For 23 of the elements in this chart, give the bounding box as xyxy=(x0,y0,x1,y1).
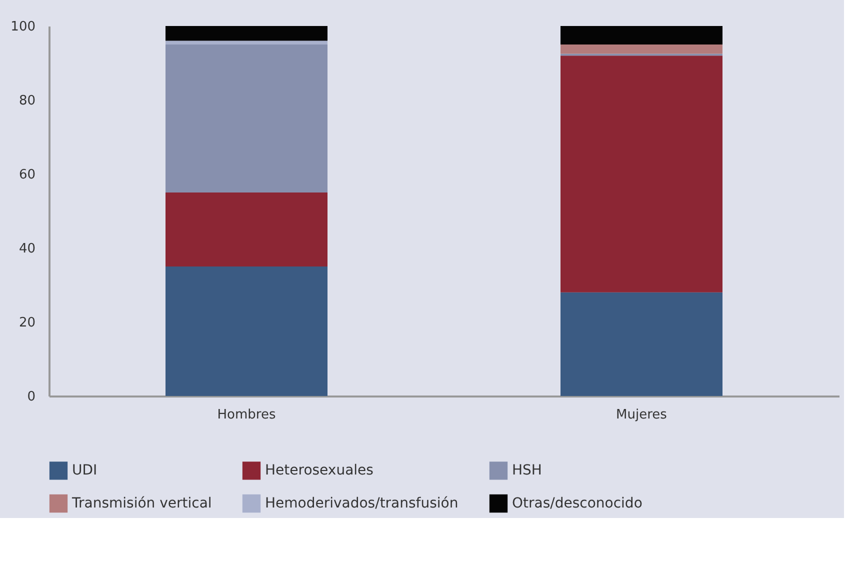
legend-label: Hemoderivados/transfusión xyxy=(265,496,458,512)
bar xyxy=(166,40,328,44)
y-tick-label: 0 xyxy=(27,390,36,404)
y-tick-label: 60 xyxy=(18,168,36,182)
legend-label: Heterosexuales xyxy=(265,462,374,479)
legend-label: HSH xyxy=(512,462,542,479)
y-tick-label: 80 xyxy=(18,94,36,108)
bar xyxy=(166,266,328,396)
y-tick-label: 100 xyxy=(10,20,36,34)
x-tick-label: Hombres xyxy=(217,408,276,422)
legend-label: Transmisión vertical xyxy=(71,496,212,512)
bar xyxy=(560,56,722,292)
bar xyxy=(166,44,328,192)
y-tick-label: 20 xyxy=(18,316,36,330)
legend-label: Otras/desconocido xyxy=(512,496,642,512)
bar xyxy=(166,192,328,266)
bar xyxy=(166,26,328,41)
bar xyxy=(560,44,722,54)
bar xyxy=(560,26,722,44)
y-tick-label: 40 xyxy=(18,242,36,256)
legend-label: UDI xyxy=(72,462,98,479)
x-tick-label: Mujeres xyxy=(616,408,668,422)
bar xyxy=(560,292,722,396)
